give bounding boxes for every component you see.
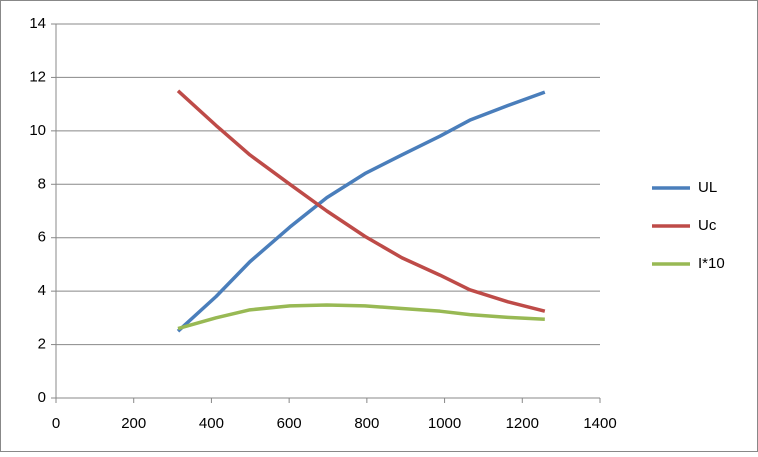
y-tick-label: 14 <box>29 15 46 32</box>
legend-label: Uc <box>698 217 717 234</box>
y-tick-label: 4 <box>38 282 46 299</box>
series-line <box>176 90 546 333</box>
x-tick-label: 400 <box>199 415 224 432</box>
y-tick-label: 10 <box>29 122 46 139</box>
y-tick-label: 8 <box>38 175 46 192</box>
x-tick-label: 0 <box>52 415 60 432</box>
legend-label: UL <box>698 179 717 196</box>
y-tick-label: 0 <box>38 389 46 406</box>
series-line <box>177 303 545 331</box>
y-tick-label: 2 <box>38 336 46 353</box>
series-line <box>176 89 546 313</box>
x-tick-label: 1000 <box>428 415 461 432</box>
x-tick-label: 1200 <box>506 415 539 432</box>
x-tick-label: 600 <box>277 415 302 432</box>
legend-label: I*10 <box>698 255 725 272</box>
y-tick-label: 12 <box>29 68 46 85</box>
x-tick-label: 800 <box>354 415 379 432</box>
y-tick-label: 6 <box>38 229 46 246</box>
x-tick-label: 200 <box>121 415 146 432</box>
x-tick-label: 1400 <box>583 415 616 432</box>
